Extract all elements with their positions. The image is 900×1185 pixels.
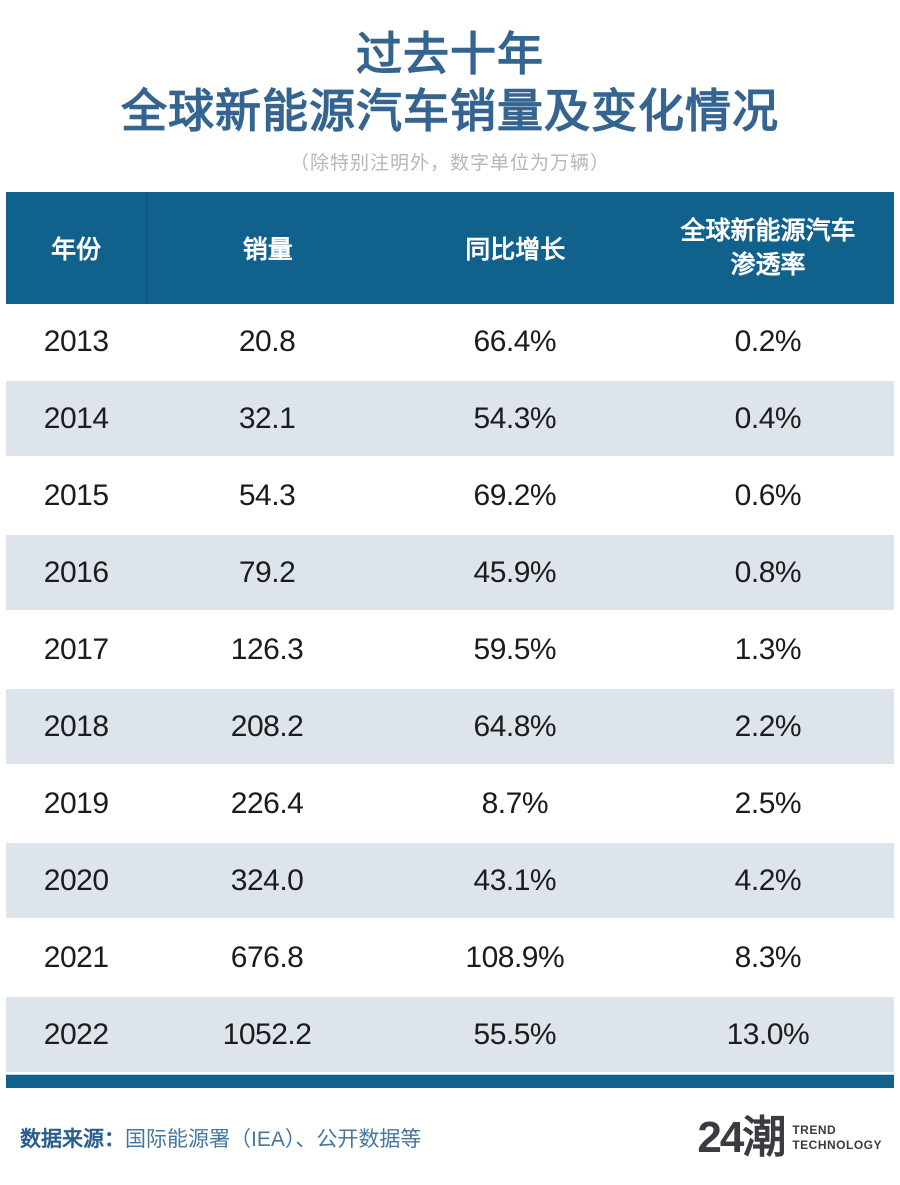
page-title-line2: 全球新能源汽车销量及变化情况	[121, 85, 779, 137]
year-cell: 2014	[43, 401, 109, 435]
table-row: 2018 208.2 64.8% 2.2%	[6, 689, 894, 766]
year-cell: 2013	[43, 324, 109, 358]
yoy-cell: 8.7%	[481, 786, 549, 820]
logo-sub-line1: TREND	[792, 1123, 837, 1137]
year-cell: 2022	[43, 1017, 109, 1051]
header-year: 年份	[6, 192, 148, 304]
data-source: 数据来源：国际能源署（IEA）、公开数据等	[20, 1123, 421, 1153]
header-yoy: 同比增长	[465, 236, 566, 264]
sales-cell: 32.1	[238, 401, 296, 435]
data-source-text: 国际能源署（IEA）、公开数据等	[125, 1128, 422, 1151]
year-cell: 2021	[43, 940, 109, 974]
data-source-label: 数据来源：	[20, 1128, 125, 1151]
logo-trend-technology: TREND TECHNOLOGY	[792, 1123, 882, 1153]
sales-cell: 79.2	[238, 555, 296, 589]
sales-cell: 54.3	[238, 478, 296, 512]
penetration-cell: 13.0%	[726, 1017, 810, 1051]
penetration-cell: 0.6%	[734, 478, 802, 512]
header-penetration-line1: 全球新能源汽车	[680, 217, 856, 245]
sales-cell: 676.8	[230, 940, 304, 974]
sales-cell: 126.3	[230, 632, 304, 666]
title-block: 过去十年 全球新能源汽车销量及变化情况 （除特别注明外，数字单位为万辆）	[0, 0, 900, 175]
table-row: 2020 324.0 43.1% 4.2%	[6, 843, 894, 920]
yoy-cell: 54.3%	[473, 401, 557, 435]
sales-cell: 208.2	[230, 709, 304, 743]
sales-cell: 20.8	[238, 324, 296, 358]
penetration-cell: 0.8%	[734, 555, 802, 589]
penetration-cell: 1.3%	[734, 632, 802, 666]
sales-cell: 324.0	[230, 863, 304, 897]
year-cell: 2019	[43, 786, 109, 820]
yoy-cell: 55.5%	[473, 1017, 557, 1051]
year-cell: 2017	[43, 632, 109, 666]
yoy-cell: 59.5%	[473, 632, 557, 666]
year-cell: 2018	[43, 709, 109, 743]
nev-sales-table: 年份 销量 同比增长 全球新能源汽车 渗透率 2013 20.8 66.4% 0…	[6, 192, 894, 1088]
yoy-cell: 108.9%	[465, 940, 565, 974]
year-cell: 2016	[43, 555, 109, 589]
penetration-cell: 2.2%	[734, 709, 802, 743]
penetration-cell: 0.4%	[734, 401, 802, 435]
unit-note: （除特别注明外，数字单位为万辆）	[289, 153, 610, 174]
table-header-row: 年份 销量 同比增长 全球新能源汽车 渗透率	[6, 192, 894, 304]
yoy-cell: 45.9%	[473, 555, 557, 589]
table-row: 2013 20.8 66.4% 0.2%	[6, 304, 894, 381]
table-row: 2019 226.4 8.7% 2.5%	[6, 766, 894, 843]
year-cell: 2015	[43, 478, 109, 512]
penetration-cell: 8.3%	[734, 940, 802, 974]
yoy-cell: 43.1%	[473, 863, 557, 897]
header-penetration-line2: 渗透率	[730, 251, 806, 279]
logo-24chao-mark: 24潮	[697, 1113, 786, 1162]
penetration-cell: 4.2%	[734, 863, 802, 897]
sales-cell: 226.4	[230, 786, 304, 820]
yoy-cell: 66.4%	[473, 324, 557, 358]
page-title-line1: 过去十年	[356, 28, 544, 80]
table-row: 2017 126.3 59.5% 1.3%	[6, 612, 894, 689]
table-row: 2016 79.2 45.9% 0.8%	[6, 535, 894, 612]
year-cell: 2020	[43, 863, 109, 897]
header-sales: 销量	[242, 236, 293, 264]
penetration-cell: 0.2%	[734, 324, 802, 358]
yoy-cell: 69.2%	[473, 478, 557, 512]
penetration-cell: 2.5%	[734, 786, 802, 820]
table-row: 2022 1052.2 55.5% 13.0%	[6, 997, 894, 1074]
table-bottom-bar	[6, 1074, 894, 1088]
brand-logo: 24潮 TREND TECHNOLOGY	[697, 1114, 882, 1162]
sales-cell: 1052.2	[222, 1017, 312, 1051]
table-row: 2015 54.3 69.2% 0.6%	[6, 458, 894, 535]
footer: 数据来源：国际能源署（IEA）、公开数据等 24潮 TREND TECHNOLO…	[20, 1114, 882, 1162]
yoy-cell: 64.8%	[473, 709, 557, 743]
logo-sub-line2: TECHNOLOGY	[792, 1138, 882, 1152]
table-row: 2014 32.1 54.3% 0.4%	[6, 381, 894, 458]
header-penetration: 全球新能源汽车 渗透率	[642, 214, 894, 282]
table-row: 2021 676.8 108.9% 8.3%	[6, 920, 894, 997]
